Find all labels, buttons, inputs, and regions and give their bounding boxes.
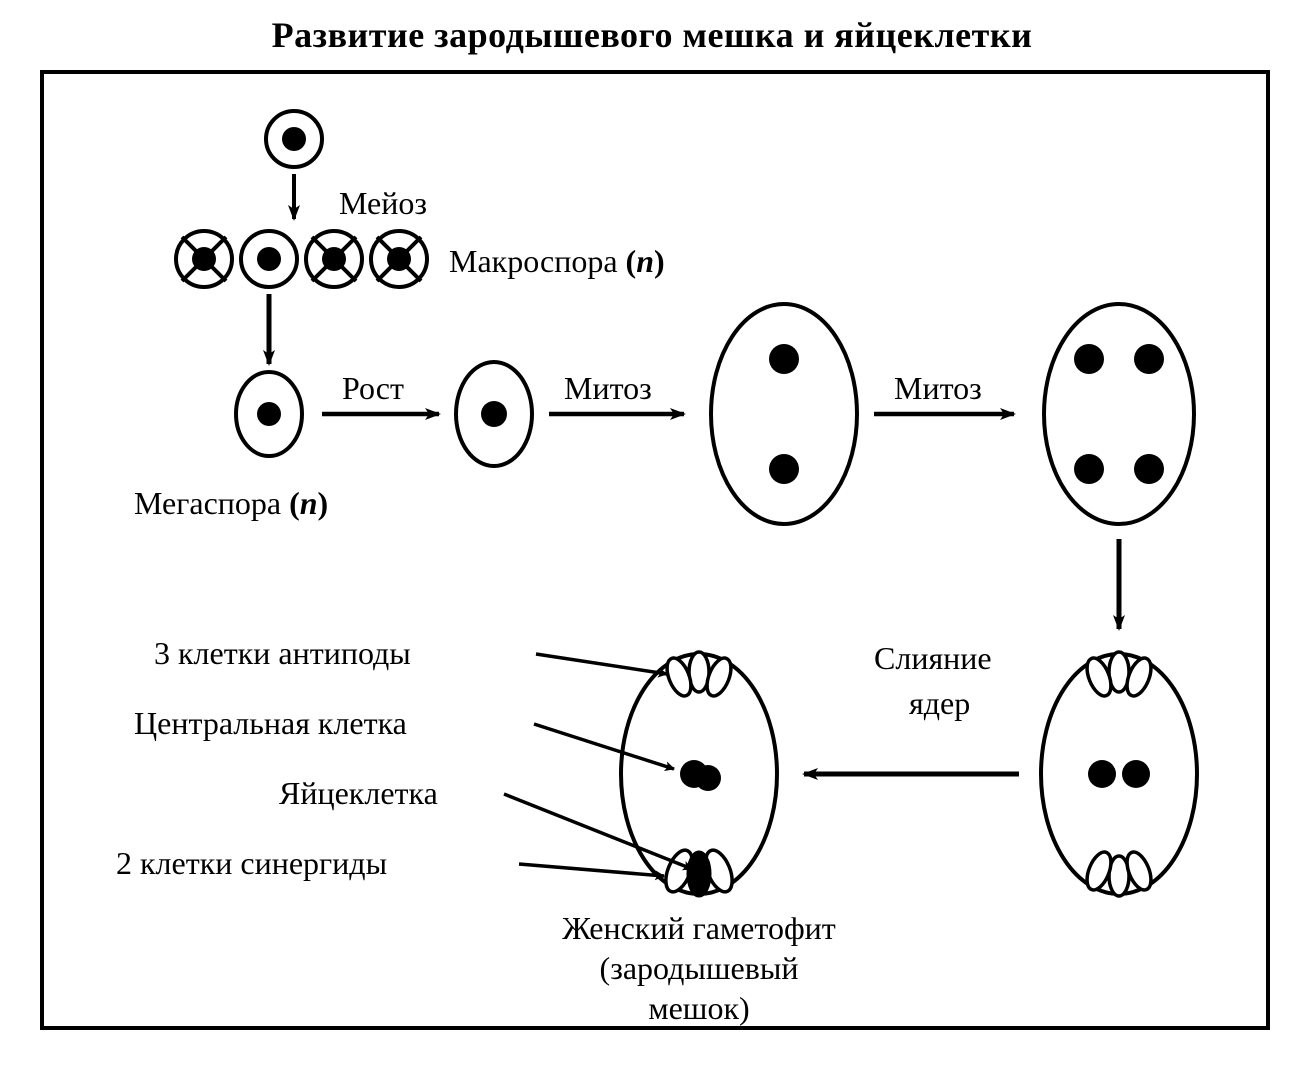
synergids-pointer-icon — [519, 864, 664, 876]
female-gametophyte-line1: Женский гаметофит — [562, 910, 836, 946]
macrospore-group — [176, 231, 427, 287]
embryo-sac-icon — [621, 652, 777, 896]
diagram-frame: Мейоз — [40, 70, 1270, 1030]
fusion-label-line2: ядер — [909, 685, 970, 721]
grown-cell-icon — [456, 362, 532, 466]
macrospora-label: Макроспора (n) — [449, 243, 665, 279]
megaspora-label: Мегаспора (n) — [134, 485, 328, 521]
fusion-label-line1: Слияние — [874, 640, 992, 676]
mitosis1-label: Митоз — [564, 370, 652, 406]
meiosis-label: Мейоз — [339, 185, 427, 221]
eight-nucleus-cell-icon — [1041, 652, 1197, 896]
initial-cell-icon — [266, 111, 322, 167]
four-nucleus-cell-icon — [1044, 304, 1194, 524]
two-nucleus-cell-icon — [711, 304, 857, 524]
synergids-label: 2 клетки синергиды — [116, 845, 387, 881]
macrospore-crossed-icon — [306, 231, 362, 287]
macrospore-crossed-icon — [371, 231, 427, 287]
egg-cell-label: Яйцеклетка — [279, 775, 438, 811]
megaspore-icon — [236, 372, 302, 456]
female-gametophyte-line2: (зародышевый — [600, 950, 799, 986]
growth-label: Рост — [342, 370, 404, 406]
central-cell-label: Центральная клетка — [134, 705, 407, 741]
diagram-svg: Мейоз — [44, 74, 1266, 1026]
mitosis2-label: Митоз — [894, 370, 982, 406]
female-gametophyte-line3: мешок) — [648, 990, 749, 1026]
macrospore-surviving-icon — [241, 231, 297, 287]
page-title: Развитие зародышевого мешка и яйцеклетки — [0, 14, 1304, 56]
antipodes-pointer-icon — [536, 654, 667, 674]
macrospore-crossed-icon — [176, 231, 232, 287]
antipodes-label: 3 клетки антиподы — [154, 635, 411, 671]
